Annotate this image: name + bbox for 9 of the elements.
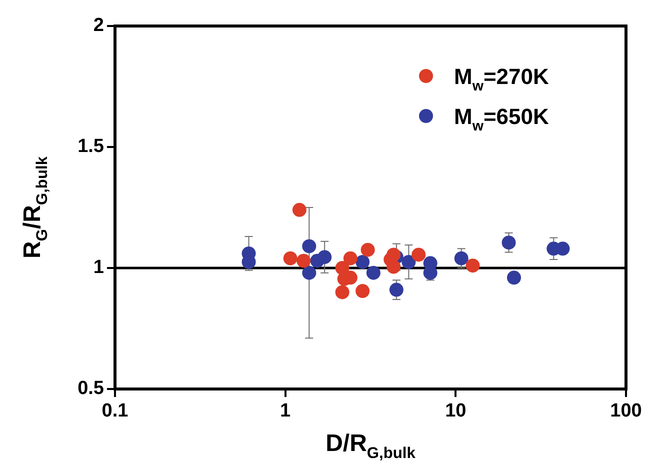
- y-tick-label: 2: [93, 15, 104, 36]
- x-tick-label: 10: [445, 400, 466, 422]
- x-tick-label: 1: [280, 400, 292, 422]
- y-axis-title: RG/RG,bulk: [19, 156, 52, 258]
- x-tick-label: 100: [610, 400, 642, 422]
- x-tick-label: 0.1: [102, 400, 129, 422]
- y-tick-label: 0.5: [78, 378, 104, 400]
- y-tick-label: 1: [93, 257, 104, 278]
- y-tick-label: 1.5: [78, 136, 104, 158]
